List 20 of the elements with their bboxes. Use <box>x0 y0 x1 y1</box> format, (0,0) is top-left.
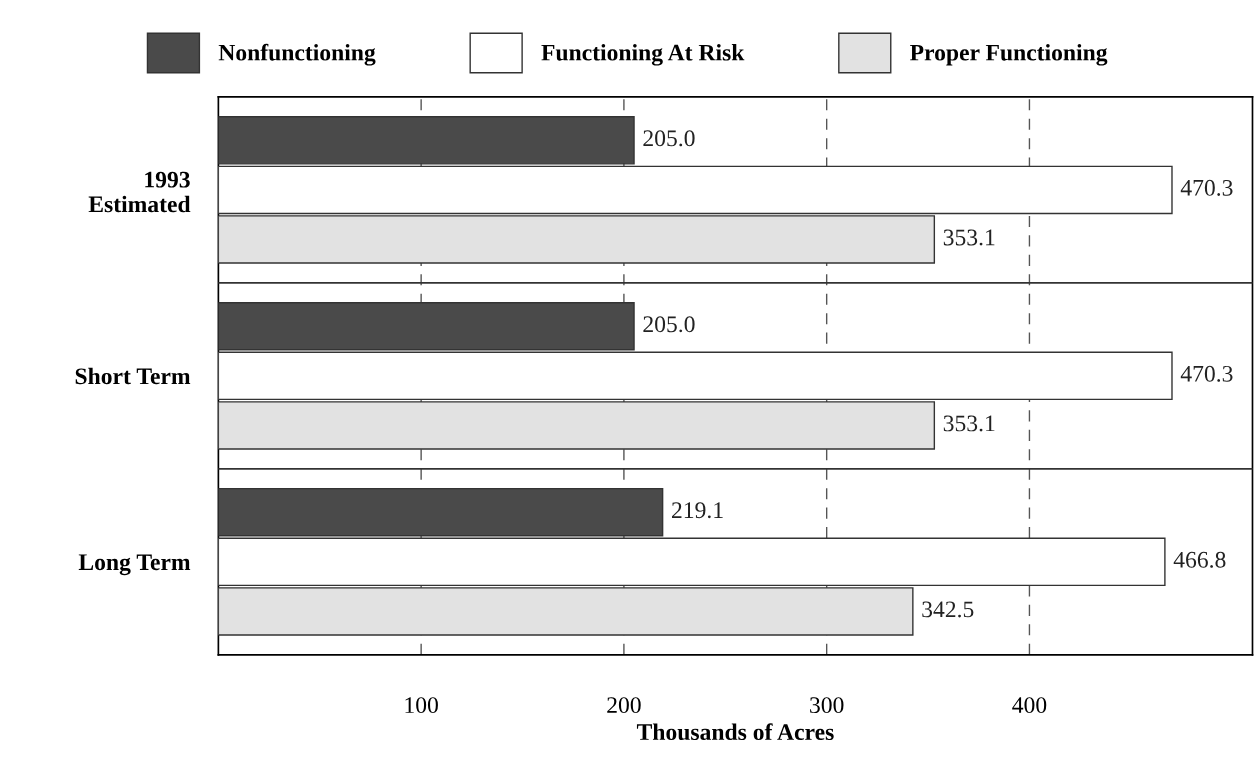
y-tick-label: 1993 Estimated <box>88 171 191 213</box>
y-tick-label: Short Term <box>75 367 191 385</box>
data-label: 205.0 <box>643 316 695 333</box>
x-tick-label: 200 <box>607 697 641 714</box>
x-axis-title: Thousands of Acres <box>636 723 834 741</box>
data-label: 205.0 <box>643 130 695 147</box>
data-label: 470.3 <box>1180 365 1233 382</box>
y-tick-label: Long Term <box>78 554 191 576</box>
data-label: 353.1 <box>943 229 995 246</box>
legend-label: Functioning At Risk <box>541 43 745 66</box>
x-tick-label: 100 <box>405 697 438 714</box>
data-label: 342.5 <box>922 601 974 618</box>
data-label: 219.1 <box>672 502 723 519</box>
legend-label: Proper Functioning <box>910 43 1108 66</box>
x-tick-label: 400 <box>1012 697 1047 714</box>
data-label: 466.8 <box>1173 551 1226 568</box>
x-tick-label: 300 <box>810 697 844 714</box>
data-label: 470.3 <box>1180 179 1233 196</box>
data-label: 353.1 <box>943 415 995 432</box>
legend-label: Nonfunctioning <box>218 43 376 66</box>
